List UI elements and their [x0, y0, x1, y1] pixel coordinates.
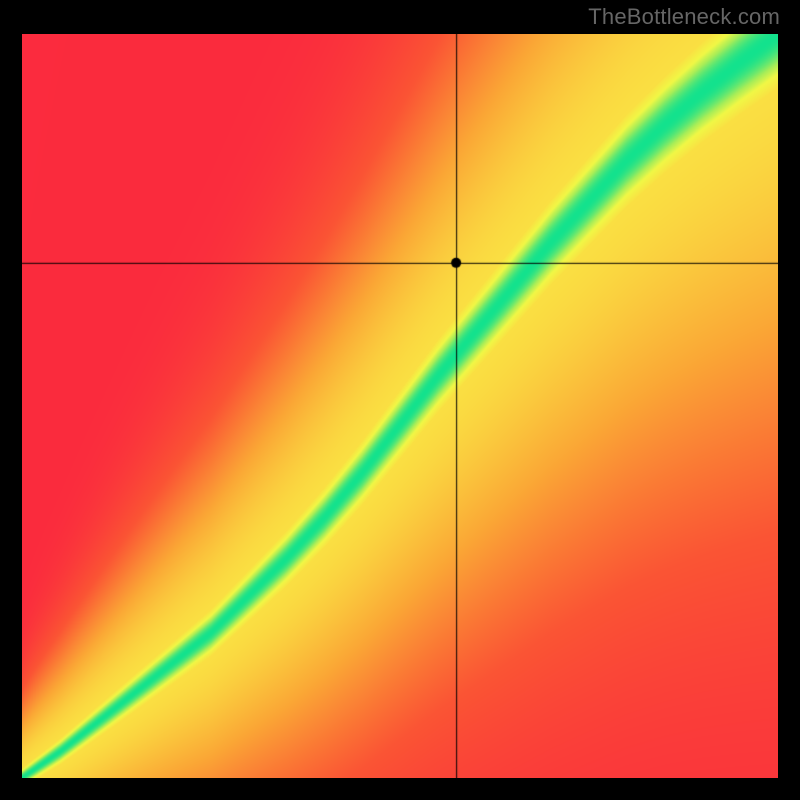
chart-container: TheBottleneck.com — [0, 0, 800, 800]
bottleneck-heatmap — [22, 34, 778, 778]
watermark-text: TheBottleneck.com — [588, 4, 780, 30]
